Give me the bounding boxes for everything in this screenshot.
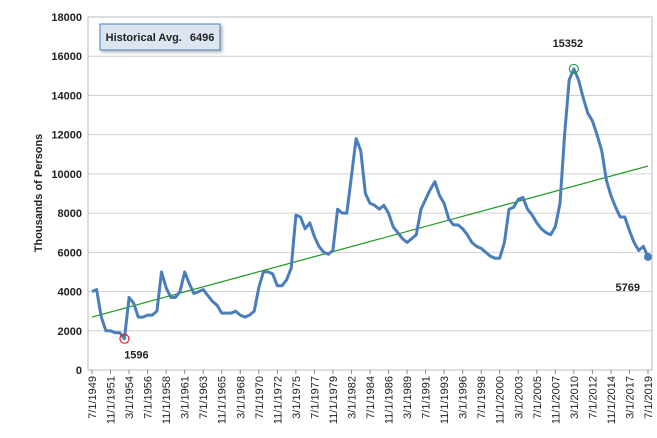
x-tick-label: 3/1/1954	[124, 376, 136, 419]
x-tick-label: 11/1/1986	[384, 376, 396, 424]
x-tick-label: 7/1/2005	[532, 376, 544, 419]
plot-frame	[87, 16, 653, 371]
max-marker	[568, 63, 579, 75]
x-tick-label: 7/1/1956	[143, 376, 155, 419]
average-box	[99, 23, 221, 51]
x-tick-label: 3/1/2003	[513, 376, 525, 419]
average-value: 6496	[190, 32, 214, 44]
average-text: Historical Avg. 6496	[106, 32, 215, 44]
x-tick-label: 11/1/1979	[328, 376, 340, 424]
x-tick-label: 11/1/2007	[550, 376, 562, 424]
x-tick-label: 11/1/1951	[106, 376, 118, 424]
y-tick-label: 4000	[58, 287, 82, 299]
y-tick-label: 14000	[51, 90, 82, 102]
x-tick-label: 3/1/1961	[180, 376, 192, 419]
x-tick-label: 11/1/2000	[495, 376, 507, 424]
min-label: 1596	[124, 350, 148, 362]
max-label: 15352	[553, 38, 584, 50]
x-tick-label: 7/1/1998	[476, 376, 488, 419]
x-tick-label: 3/1/1996	[458, 376, 470, 419]
y-tick-label: 10000	[51, 169, 82, 181]
x-tick-label: 7/1/1977	[309, 376, 321, 419]
x-tick-label: 7/1/1991	[421, 376, 433, 419]
y-axis-label: Thousands of Persons	[33, 134, 45, 253]
x-tick-label: 3/1/1975	[291, 376, 303, 419]
y-tick-label: 0	[76, 365, 82, 377]
x-tick-label: 3/1/2010	[569, 376, 581, 419]
x-tick-label: 3/1/1982	[346, 376, 358, 419]
x-tick-label: 3/1/2017	[624, 376, 636, 419]
y-tick-label: 6000	[58, 247, 82, 259]
x-tick-label: 7/1/1963	[198, 376, 210, 419]
last-marker	[644, 252, 652, 261]
x-tick-label: 11/1/1972	[272, 376, 284, 424]
x-tick-label: 3/1/1968	[235, 376, 247, 419]
x-tick-label: 11/1/2014	[606, 376, 618, 424]
y-tick-label: 2000	[58, 326, 82, 338]
y-tick-label: 12000	[51, 130, 82, 142]
y-tick-label: 18000	[51, 12, 82, 24]
x-tick-label: 11/1/1958	[161, 376, 173, 424]
y-tick-label: 8000	[58, 208, 82, 220]
x-tick-label: 11/1/1993	[439, 376, 451, 424]
x-tick-label: 7/1/2019	[643, 376, 655, 419]
series-line	[91, 67, 650, 341]
min-marker	[119, 333, 130, 344]
trend-line	[91, 165, 649, 318]
x-tick-label: 3/1/1989	[402, 376, 414, 419]
x-tick-label: 7/1/1970	[254, 376, 266, 419]
x-tick-label: 7/1/1949	[87, 376, 99, 419]
y-tick-label: 16000	[51, 51, 82, 63]
last-label: 5769	[616, 282, 640, 294]
average-label: Historical Avg.	[106, 32, 182, 44]
x-tick-label: 11/1/1965	[217, 376, 229, 424]
x-tick-label: 7/1/2012	[587, 376, 599, 419]
x-tick-label: 7/1/1984	[365, 376, 377, 419]
